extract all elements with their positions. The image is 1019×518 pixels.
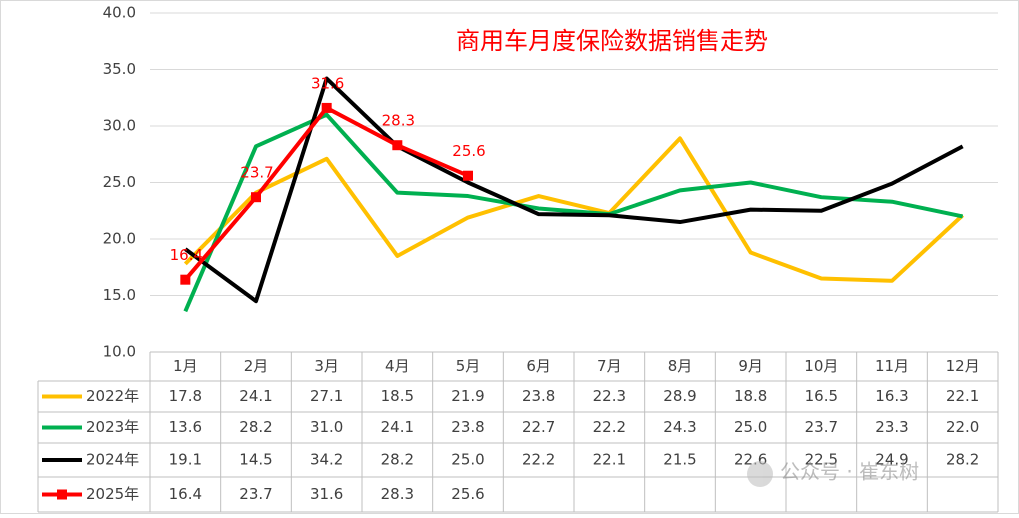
table-cell: 24.9 <box>875 451 908 469</box>
table-cell: 23.3 <box>875 418 908 436</box>
y-tick-label: 20.0 <box>103 230 136 248</box>
table-cell: 28.9 <box>663 387 696 405</box>
legend-marker <box>57 489 67 500</box>
table-cell: 18.5 <box>381 387 414 405</box>
y-tick-label: 25.0 <box>103 173 136 191</box>
x-tick-label: 11月 <box>875 357 909 375</box>
y-tick-label: 15.0 <box>103 286 136 304</box>
table-cell: 28.2 <box>239 418 272 436</box>
table-cell: 34.2 <box>310 451 343 469</box>
table-cell: 23.8 <box>522 387 555 405</box>
table-cell: 24.3 <box>663 418 696 436</box>
x-tick-label: 3月 <box>314 357 339 375</box>
table-cell: 22.0 <box>946 418 979 436</box>
legend-label: 2022年 <box>86 387 139 405</box>
legend-label: 2024年 <box>86 451 139 469</box>
table-cell: 28.3 <box>381 485 414 503</box>
x-tick-label: 2月 <box>244 357 269 375</box>
table-cell: 31.0 <box>310 418 343 436</box>
x-tick-label: 7月 <box>597 357 622 375</box>
table-cell: 16.5 <box>805 387 838 405</box>
y-tick-label: 30.0 <box>103 117 136 135</box>
series-marker <box>392 140 403 151</box>
table-cell: 22.2 <box>593 418 626 436</box>
table-cell: 28.2 <box>946 451 979 469</box>
series-line <box>184 76 964 304</box>
table-cell: 24.1 <box>239 387 272 405</box>
x-tick-label: 4月 <box>385 357 410 375</box>
table-cell: 21.9 <box>451 387 484 405</box>
table-cell: 21.5 <box>663 451 696 469</box>
data-label: 23.7 <box>240 164 273 182</box>
x-tick-label: 5月 <box>456 357 481 375</box>
table-cell: 25.0 <box>734 418 767 436</box>
y-tick-label: 10.0 <box>103 343 136 361</box>
table-cell: 18.8 <box>734 387 767 405</box>
table-cell: 16.3 <box>875 387 908 405</box>
data-label: 25.6 <box>452 142 485 160</box>
table-cell: 22.3 <box>593 387 626 405</box>
table-cell: 13.6 <box>169 418 202 436</box>
table-cell: 17.8 <box>169 387 202 405</box>
series-marker <box>180 274 191 285</box>
table-cell: 22.5 <box>805 451 838 469</box>
table-cell: 25.0 <box>451 451 484 469</box>
table-cell: 23.7 <box>239 485 272 503</box>
y-tick-label: 40.0 <box>103 4 136 22</box>
series-marker <box>463 170 473 181</box>
data-label: 16.4 <box>170 246 203 264</box>
data-label: 31.6 <box>311 74 344 92</box>
data-label: 28.3 <box>382 112 415 130</box>
x-tick-label: 1月 <box>173 357 198 375</box>
legend-label: 2025年 <box>86 485 139 503</box>
table-cell: 24.1 <box>381 418 414 436</box>
table-cell: 23.7 <box>805 418 838 436</box>
watermark: 公众号 · 崔东树 <box>747 460 919 487</box>
chart-title: 商用车月度保险数据销售走势 <box>456 27 768 55</box>
watermark-icon <box>747 461 773 487</box>
table-cell: 22.7 <box>522 418 555 436</box>
table-cell: 27.1 <box>310 387 343 405</box>
x-tick-label: 8月 <box>668 357 693 375</box>
table-cell: 16.4 <box>169 485 202 503</box>
table-cell: 28.2 <box>381 451 414 469</box>
legend-label: 2023年 <box>86 418 139 436</box>
y-tick-label: 35.0 <box>103 60 136 78</box>
table-cell: 31.6 <box>310 485 343 503</box>
table-cell: 25.6 <box>451 485 484 503</box>
table-cell: 22.1 <box>946 387 979 405</box>
table-cell: 22.1 <box>593 451 626 469</box>
x-tick-label: 9月 <box>738 357 763 375</box>
x-tick-label: 6月 <box>526 357 551 375</box>
table-cell: 22.2 <box>522 451 555 469</box>
series-marker <box>321 102 332 113</box>
table-cell: 14.5 <box>239 451 272 469</box>
series-line <box>183 136 965 283</box>
watermark-text: 公众号 · 崔东树 <box>780 460 919 484</box>
series-marker <box>251 192 261 203</box>
x-tick-label: 12月 <box>946 357 980 375</box>
table-cell: 19.1 <box>169 451 202 469</box>
table-cell: 23.8 <box>451 418 484 436</box>
x-tick-label: 10月 <box>804 357 838 375</box>
